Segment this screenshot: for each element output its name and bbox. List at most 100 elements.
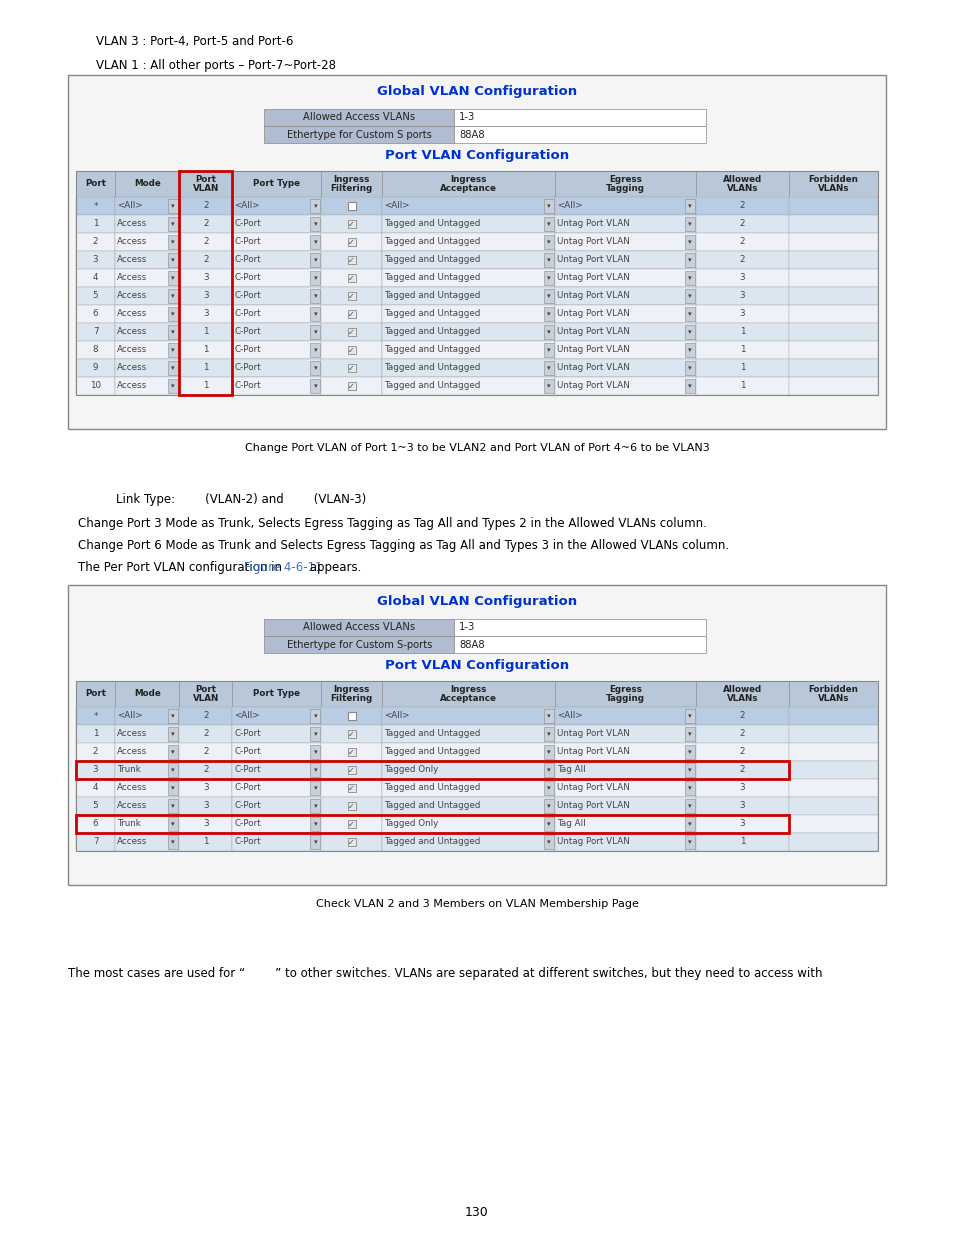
Text: Port Type: Port Type [253,179,300,189]
Text: Tagged and Untagged: Tagged and Untagged [383,220,479,228]
Text: ▾: ▾ [314,383,317,389]
Text: 3: 3 [92,766,98,774]
Text: Allowed Access VLANs: Allowed Access VLANs [303,112,415,122]
Bar [76,233,115,251]
Text: ▾: ▾ [687,839,691,845]
Text: Port Type: Port Type [253,689,300,699]
Bar [321,251,381,269]
Text: Port
VLAN: Port VLAN [193,684,218,704]
Bar [381,198,555,215]
Text: 6: 6 [92,310,98,319]
Bar [321,233,381,251]
Bar [788,815,877,832]
Text: Untag Port VLAN: Untag Port VLAN [557,220,629,228]
Bar [555,680,695,706]
Bar [555,761,695,779]
Text: <All>: <All> [557,201,582,210]
Bar [115,233,179,251]
Text: Access: Access [117,327,147,336]
Bar [115,324,179,341]
Bar [321,797,381,815]
Bar [555,779,695,797]
Bar [347,364,355,372]
Bar [381,797,555,815]
Text: 1: 1 [92,220,98,228]
Bar [233,815,321,832]
Text: ▾: ▾ [172,785,174,790]
Bar [695,377,788,395]
Text: Tagged and Untagged: Tagged and Untagged [383,730,479,739]
Bar [347,766,355,774]
Text: Ingress
Filtering: Ingress Filtering [330,684,373,704]
Text: Change Port VLAN of Port 1~3 to be VLAN2 and Port VLAN of Port 4~6 to be VLAN3: Change Port VLAN of Port 1~3 to be VLAN2… [244,443,709,453]
Text: ✓: ✓ [348,783,355,793]
Bar [788,269,877,287]
Bar [321,761,381,779]
Text: ▾: ▾ [687,203,691,209]
Bar [115,233,179,251]
Bar [788,215,877,233]
Text: C-Port: C-Port [234,291,261,300]
Bar [168,308,178,321]
Bar [179,215,233,233]
Text: 2: 2 [739,256,744,264]
Text: Figure 4-6-11: Figure 4-6-11 [244,561,322,574]
Text: ✓: ✓ [348,256,355,264]
Bar [115,832,179,851]
Bar [555,251,695,269]
Text: 8: 8 [92,346,98,354]
Text: Access: Access [117,237,147,247]
Bar [76,269,115,287]
Text: The most cases are used for “        ” to other switches. VLANs are separated at: The most cases are used for “ ” to other… [68,967,821,981]
Bar [76,743,115,761]
Text: 7: 7 [92,327,98,336]
Bar [115,305,179,324]
Bar [684,745,694,760]
Text: ▾: ▾ [314,257,317,263]
Bar [347,256,355,264]
Text: ▾: ▾ [687,311,691,317]
Bar [543,253,554,267]
Text: Access: Access [117,310,147,319]
Bar [381,797,555,815]
Bar [233,233,321,251]
Text: ▾: ▾ [547,366,551,370]
Bar [684,325,694,338]
Text: 3: 3 [739,291,744,300]
Bar [76,832,115,851]
Text: 1-3: 1-3 [458,112,475,122]
Bar [381,815,555,832]
Text: Tagged Only: Tagged Only [383,766,437,774]
Bar [555,797,695,815]
Text: Ethertype for Custom S ports: Ethertype for Custom S ports [287,130,432,140]
Text: 1: 1 [203,327,209,336]
Bar [788,251,877,269]
Bar [381,324,555,341]
Bar [695,215,788,233]
Text: Access: Access [117,382,147,390]
Bar [788,233,877,251]
Text: ✓: ✓ [348,273,355,283]
Text: 1: 1 [203,382,209,390]
Text: ▾: ▾ [314,329,317,335]
Bar [115,359,179,377]
Bar [684,709,694,722]
Bar [310,361,320,375]
Text: ▾: ▾ [687,257,691,263]
Bar [233,233,321,251]
Bar [233,706,321,725]
Text: ▾: ▾ [547,275,551,282]
Bar [179,233,233,251]
Text: C-Port: C-Port [234,310,261,319]
Text: *: * [93,201,98,210]
Text: <All>: <All> [557,711,582,720]
Bar [381,815,555,832]
Text: ✓: ✓ [348,237,355,247]
Text: ▾: ▾ [314,785,317,790]
Bar [233,251,321,269]
Bar [233,305,321,324]
Bar [555,377,695,395]
Text: ▾: ▾ [547,203,551,209]
Text: 2: 2 [92,237,98,247]
Text: ▾: ▾ [172,366,174,370]
